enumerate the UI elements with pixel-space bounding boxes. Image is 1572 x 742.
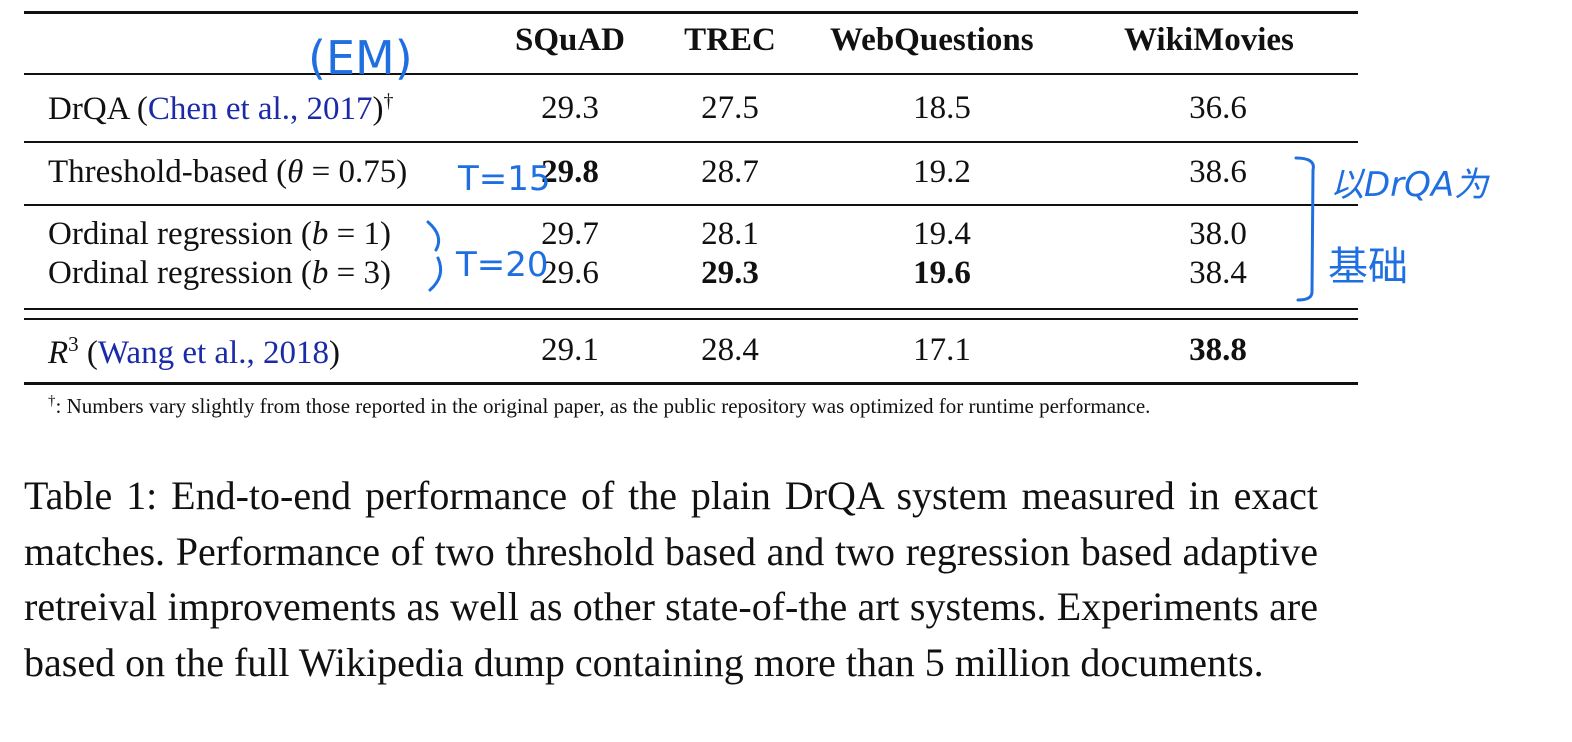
brace-mark (426, 220, 441, 252)
superscript: 3 (68, 332, 79, 356)
table-cell: 29.8 (541, 154, 599, 190)
table-cell: 29.7 (541, 216, 599, 252)
row-rule-1 (24, 141, 1358, 143)
col-header-webquestions: WebQuestions (830, 22, 1034, 58)
annotation-note-line1: 以DrQA为 (1330, 165, 1490, 205)
label-text: DrQA ( (48, 91, 148, 127)
table-cell: 19.6 (913, 255, 971, 291)
double-rule-b (24, 318, 1358, 320)
label-text: R (48, 335, 69, 371)
citation-link[interactable]: Wang et al., 2018 (97, 335, 329, 371)
col-header-trec: TREC (684, 22, 776, 58)
param-symbol: b (311, 216, 329, 252)
table-cell: 29.6 (541, 255, 599, 291)
table-cell: 38.8 (1189, 332, 1247, 368)
row-label-threshold: Threshold-based (θ = 0.75) (48, 154, 407, 191)
table-cell: 18.5 (913, 90, 971, 126)
label-text: Ordinal regression ( (48, 255, 312, 291)
citation-link[interactable]: Chen et al., 2017 (147, 91, 373, 127)
brace-mark (428, 256, 443, 292)
label-text: = 0.75) (303, 154, 408, 190)
label-text: = 1) (328, 216, 392, 252)
label-text: Threshold-based ( (48, 154, 288, 190)
table-caption: Table 1: End-to-end performance of the p… (24, 473, 1318, 685)
table-cell: 38.6 (1189, 154, 1247, 190)
table-cell: 38.0 (1189, 216, 1247, 252)
table-cell: 27.5 (701, 90, 759, 126)
header-rule (24, 73, 1358, 75)
label-text: = 3) (328, 255, 392, 291)
double-rule-a (24, 308, 1358, 310)
table-cell: 29.3 (701, 255, 759, 291)
table-cell: 28.7 (701, 154, 759, 190)
table-cell: 28.1 (701, 216, 759, 252)
annotation-t15: T=15 (457, 159, 551, 199)
row-label-ordinal-b1: Ordinal regression (b = 1) (48, 216, 391, 253)
param-symbol: θ (287, 154, 304, 190)
table-cell: 29.1 (541, 332, 599, 368)
table-cell: 28.4 (701, 332, 759, 368)
col-header-squad: SQuAD (514, 22, 626, 58)
table-footnote: †: Numbers vary slightly from those repo… (48, 393, 1150, 419)
table-cell: 29.3 (541, 90, 599, 126)
bottom-rule (24, 382, 1358, 385)
bracket-mark (1294, 156, 1315, 302)
row-rule-2 (24, 204, 1358, 206)
top-rule (24, 11, 1358, 14)
row-label-ordinal-b3: Ordinal regression (b = 3) (48, 255, 391, 292)
footnote-mark: † (48, 393, 56, 409)
label-text: Ordinal regression ( (48, 216, 312, 252)
col-header-wikimovies: WikiMovies (1124, 22, 1294, 58)
param-symbol: b (311, 255, 329, 291)
annotation-note-line2: 基础 (1328, 244, 1408, 290)
footnote-text: : Numbers vary slightly from those repor… (55, 394, 1151, 418)
table-cell: 19.2 (913, 154, 971, 190)
label-text: ) (328, 335, 340, 371)
table-cell: 17.1 (913, 332, 971, 368)
label-text: ) (372, 91, 384, 127)
row-label-r3: R3 (Wang et al., 2018) (48, 332, 340, 372)
table-cell: 38.4 (1189, 255, 1247, 291)
label-text: ( (78, 335, 98, 371)
footnote-mark: † (383, 90, 394, 112)
table-cell: 36.6 (1189, 90, 1247, 126)
annotation-em: (EM) (308, 31, 413, 85)
row-label-drqa: DrQA (Chen et al., 2017)† (48, 90, 393, 128)
table-cell: 19.4 (913, 216, 971, 252)
annotation-t20: T=20 (455, 245, 549, 285)
